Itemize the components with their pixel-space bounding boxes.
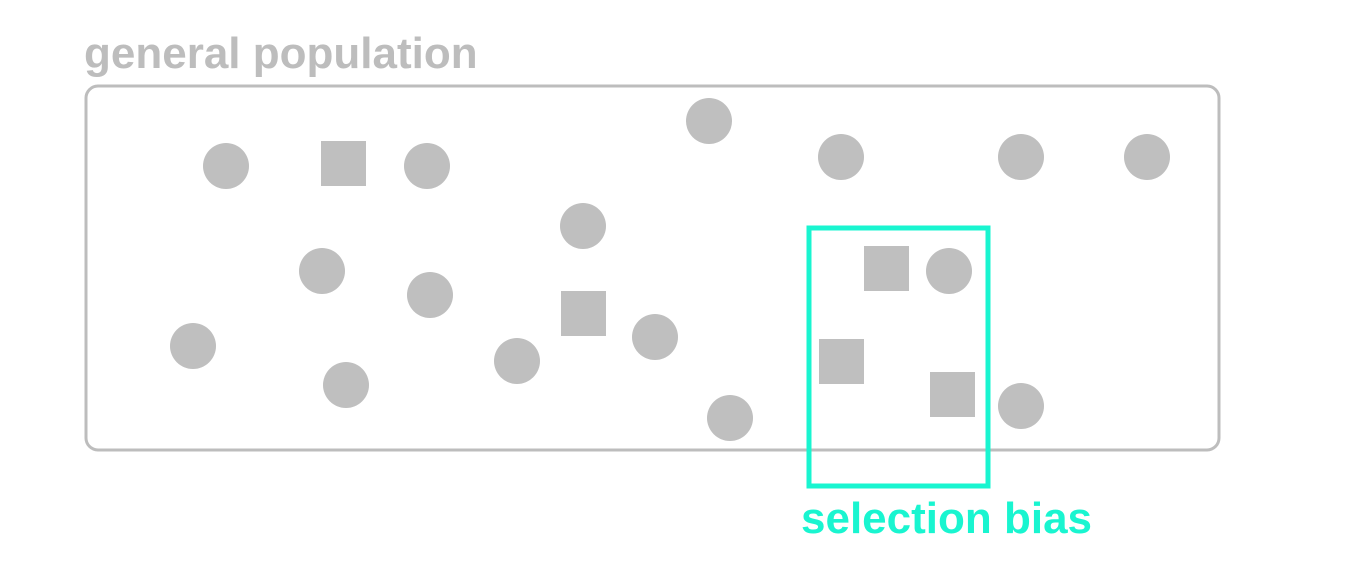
square-icon	[819, 339, 864, 384]
circle-icon	[632, 314, 678, 360]
circle-icon	[203, 143, 249, 189]
selection-label: selection bias	[801, 494, 1092, 543]
circle-icon	[686, 98, 732, 144]
circle-icon	[323, 362, 369, 408]
circle-icon	[560, 203, 606, 249]
circle-icon	[407, 272, 453, 318]
circle-icon	[1124, 134, 1170, 180]
square-icon	[930, 372, 975, 417]
selection-box	[806, 225, 991, 489]
circle-icon	[170, 323, 216, 369]
population-box	[84, 84, 1221, 452]
circle-icon	[998, 383, 1044, 429]
square-icon	[561, 291, 606, 336]
circle-icon	[707, 395, 753, 441]
circle-icon	[299, 248, 345, 294]
circle-icon	[926, 248, 972, 294]
individuals-circles	[170, 98, 1170, 441]
square-icon	[321, 141, 366, 186]
circle-icon	[494, 338, 540, 384]
circle-icon	[998, 134, 1044, 180]
square-icon	[864, 246, 909, 291]
individuals-squares	[321, 141, 975, 417]
circle-icon	[404, 143, 450, 189]
population-label: general population	[84, 29, 478, 78]
circle-icon	[818, 134, 864, 180]
